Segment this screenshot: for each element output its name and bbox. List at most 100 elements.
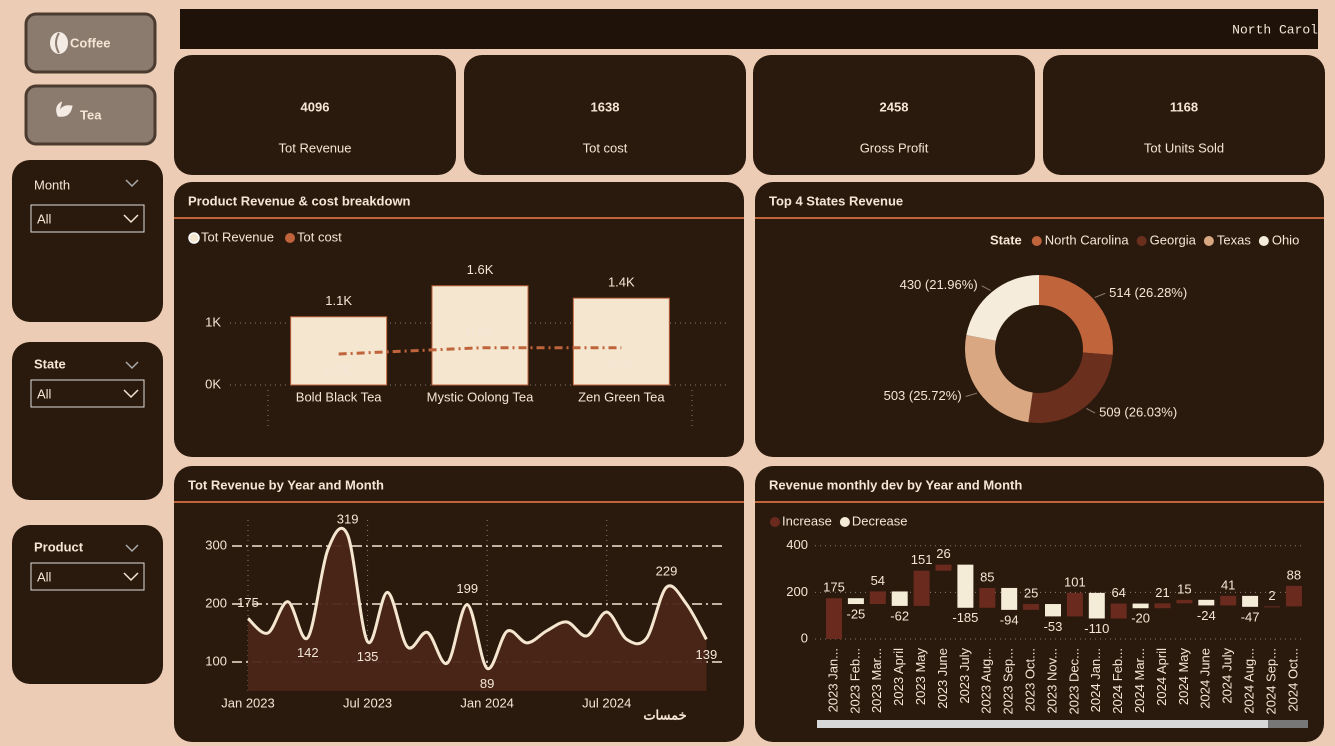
bar [572, 297, 670, 386]
leader-line [965, 392, 978, 398]
chart-title: Revenue monthly dev by Year and Month [769, 477, 1022, 492]
data-label: 151 [911, 552, 933, 567]
data-label: 41 [1221, 577, 1235, 592]
coffee-button[interactable] [24, 12, 157, 74]
slicer-title: Product [34, 539, 84, 554]
donut-slice [966, 275, 1039, 341]
kpi-card [753, 55, 1035, 175]
slicer-panel [12, 525, 163, 684]
tea-icon [56, 101, 73, 117]
data-label: 15 [1177, 581, 1191, 596]
data-label: 139 [696, 647, 718, 662]
x-tick-label: Mystic Oolong Tea [427, 389, 534, 404]
leader-line [1086, 407, 1096, 414]
bar [431, 285, 529, 386]
data-label: 25 [1024, 585, 1038, 600]
slice-label: 430 (21.96%) [900, 277, 978, 292]
slicer-panel [12, 160, 163, 322]
scrollbar-thumb[interactable] [817, 720, 1268, 728]
y-tick-label: 400 [786, 537, 808, 552]
waterfall-bar [957, 564, 974, 608]
data-label: -20 [1131, 611, 1150, 626]
data-label: 135 [357, 649, 379, 664]
dropdown-chevron [123, 214, 139, 224]
tea-button[interactable] [24, 84, 157, 146]
kpi-value: 4096 [301, 99, 330, 114]
chart-title: Top 4 States Revenue [769, 193, 903, 208]
x-tick-label: 2024 Jan... [1088, 648, 1103, 712]
x-tick-label: 2024 Aug... [1242, 648, 1257, 714]
x-tick-label: 2023 May [913, 648, 928, 706]
data-label: 199 [456, 581, 478, 596]
kpi-card [1043, 55, 1325, 175]
kpi-card [174, 55, 456, 175]
legend-marker [1031, 236, 1042, 246]
data-label: -24 [1197, 608, 1216, 623]
cost-value-label: 0.6K [467, 324, 494, 339]
legend-label: Increase [782, 513, 832, 528]
waterfall-bar [1110, 603, 1127, 619]
waterfall-bar [869, 591, 886, 605]
y-tick-label: 200 [205, 595, 227, 610]
chart-title: Tot Revenue by Year and Month [188, 477, 384, 492]
cost-line [338, 346, 622, 356]
slicer-chevron [125, 179, 139, 188]
y-tick-label: 1K [205, 314, 221, 329]
dropdown[interactable] [30, 562, 145, 591]
data-label: 2 [1268, 588, 1275, 603]
data-label: -47 [1241, 609, 1260, 624]
data-label: 319 [337, 511, 359, 526]
dropdown[interactable] [30, 204, 145, 233]
data-label: 175 [823, 580, 845, 595]
x-tick-label: 2024 May [1176, 648, 1191, 706]
bar [290, 316, 388, 386]
waterfall-bar [1023, 604, 1040, 610]
waterfall-bar [1220, 595, 1237, 606]
waterfall-bar [1066, 592, 1083, 617]
dropdown[interactable] [30, 379, 145, 408]
coffee-icon [50, 32, 68, 54]
x-tick-label: 2024 Feb... [1110, 648, 1125, 714]
x-tick-label: 2024 Mar... [1132, 648, 1147, 713]
donut-slice [965, 335, 1033, 423]
kpi-value: 1168 [1170, 99, 1198, 114]
legend-label: Ohio [1272, 232, 1299, 247]
data-label: 54 [871, 573, 885, 588]
bar-value-label: 1.1K [325, 293, 352, 308]
waterfall-bar [1264, 606, 1280, 608]
cost-value-label: 0.5K [325, 362, 352, 377]
waterfall-bar [1132, 603, 1149, 609]
data-label: -62 [890, 608, 909, 623]
x-tick-label: 2023 Aug... [979, 648, 994, 714]
legend-marker [770, 517, 780, 527]
legend-marker [1258, 236, 1269, 246]
kpi-label: Tot Units Sold [1144, 140, 1224, 155]
y-tick-label: 200 [786, 584, 808, 599]
y-tick-label: 0 [801, 630, 808, 645]
waterfall-bar [826, 598, 842, 639]
slice-label: 514 (26.28%) [1109, 285, 1187, 300]
data-label: 101 [1064, 574, 1086, 589]
dropdown-chevron [123, 389, 139, 399]
legend-label: Texas [1217, 232, 1251, 247]
cost-value-label: 0.6K [608, 356, 635, 371]
x-tick-label: 2024 Oct... [1285, 648, 1300, 712]
waterfall-bar [891, 591, 908, 606]
waterfall-bar [1176, 599, 1193, 604]
data-label: 88 [1287, 567, 1301, 582]
waterfall-bar [1045, 604, 1061, 617]
legend-label: North Carolina [1045, 232, 1130, 247]
kpi-label: Gross Profit [860, 140, 929, 155]
waterfall-bar [847, 598, 864, 605]
banner [180, 9, 1318, 49]
legend-marker [1203, 236, 1214, 246]
slicer-title: Month [34, 177, 70, 192]
x-tick-label: Jul 2023 [343, 695, 392, 710]
kpi-label: Tot Revenue [279, 140, 352, 155]
x-tick-label: Zen Green Tea [578, 389, 665, 404]
y-tick-label: 300 [205, 537, 227, 552]
x-tick-label: 2023 Jan... [825, 648, 840, 712]
x-tick-label: Jan 2023 [221, 695, 275, 710]
dropdown-chevron [123, 572, 139, 582]
bar-value-label: 1.4K [608, 275, 635, 290]
